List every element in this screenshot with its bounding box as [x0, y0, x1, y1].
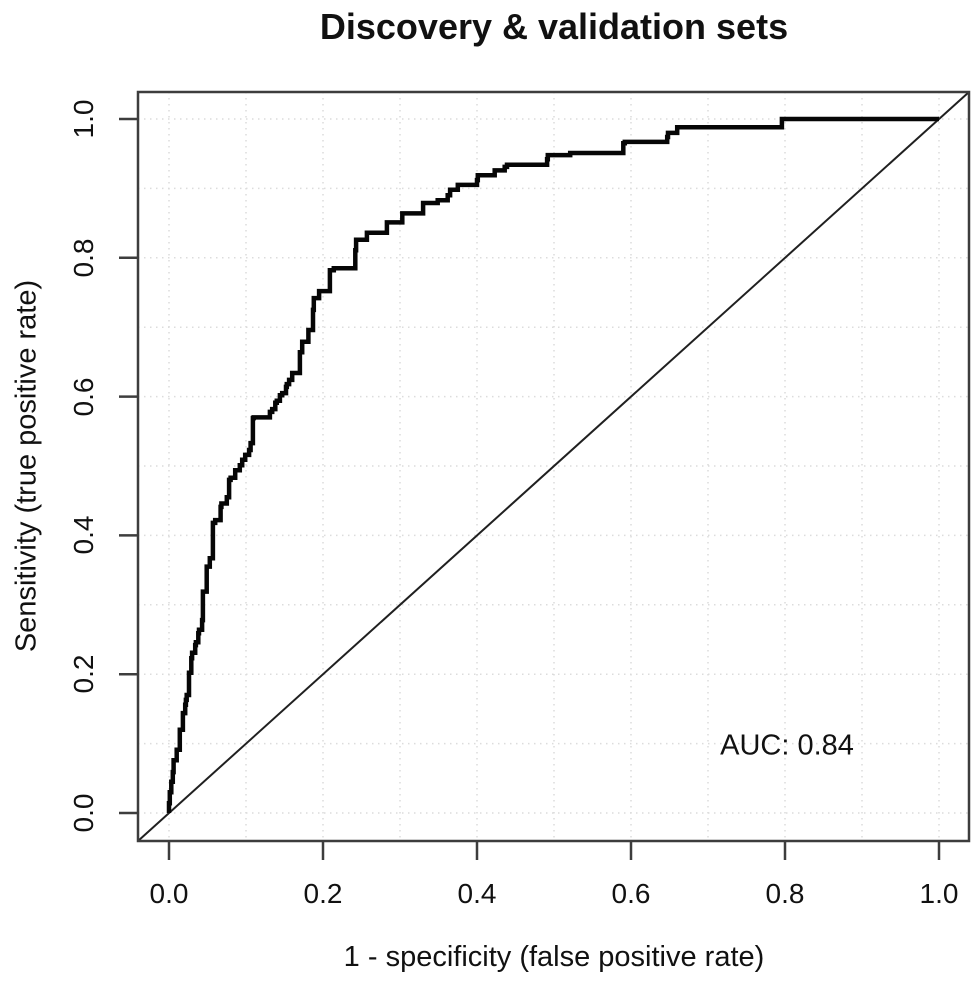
x-tick-label: 1.0: [919, 878, 959, 909]
plot-frame: [136, 90, 971, 843]
y-axis-label: Sensitivity (true positive rate): [10, 279, 43, 653]
x-tick-label: 0.4: [457, 878, 497, 909]
auc-annotation: AUC: 0.84: [720, 729, 854, 762]
x-tick-label: 0.0: [149, 878, 189, 909]
y-tick-label: 1.0: [68, 99, 99, 139]
chance-diagonal-line: [137, 91, 970, 842]
x-tick-label: 0.8: [765, 878, 805, 909]
y-tick-label: 0.0: [68, 793, 99, 833]
x-axis-label: 1 - specificity (false positive rate): [343, 941, 765, 973]
roc-curve: [166, 116, 939, 813]
y-tick-label: 0.4: [68, 515, 99, 555]
y-tick-label: 0.8: [68, 238, 99, 278]
chart-title: Discovery & validation sets: [319, 6, 789, 47]
y-tick-label: 0.6: [68, 377, 99, 417]
x-tick-label: 0.2: [303, 878, 343, 909]
x-tick-label: 0.6: [611, 878, 651, 909]
y-tick-label: 0.2: [68, 654, 99, 694]
